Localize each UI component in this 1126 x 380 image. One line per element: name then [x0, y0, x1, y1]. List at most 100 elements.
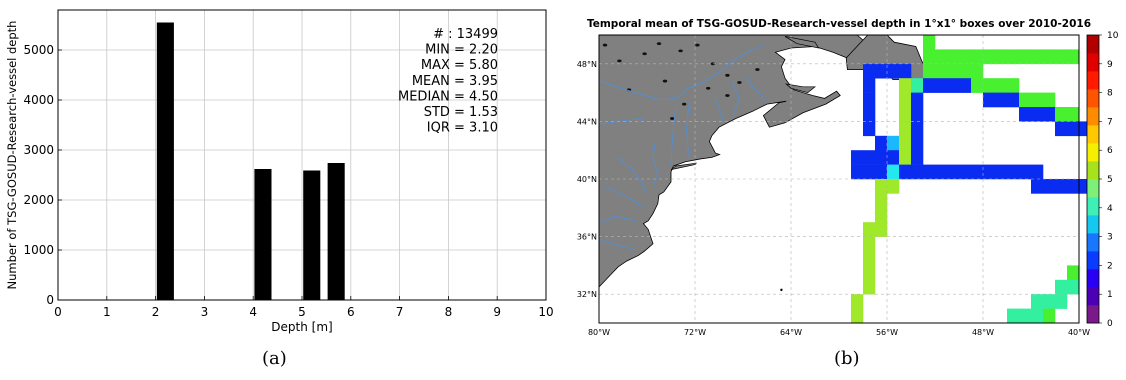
lon-tick-label: 64°W: [780, 328, 802, 337]
lake: [662, 79, 668, 83]
data-cell: [1067, 279, 1080, 295]
data-cell: [875, 193, 888, 209]
data-cell: [1067, 121, 1080, 137]
data-cell: [875, 63, 888, 79]
colorbar-segment: [1087, 161, 1099, 180]
data-cell: [1019, 308, 1032, 324]
data-cell: [1031, 107, 1044, 122]
data-cell: [971, 164, 984, 180]
data-cell: [887, 164, 900, 180]
stats-line: STD = 1.53: [424, 105, 498, 120]
panel-a-label: (a): [262, 348, 287, 369]
data-cell: [1043, 107, 1056, 122]
colorbar-tick-label: 8: [1107, 89, 1113, 99]
panel-b-label: (b): [834, 348, 860, 369]
histogram-bar: [327, 163, 345, 300]
data-cell: [1019, 107, 1032, 122]
data-cell: [1031, 164, 1044, 180]
data-cell: [971, 63, 984, 79]
data-cell: [1019, 49, 1032, 65]
colorbar-tick-label: 10: [1107, 31, 1119, 41]
lon-tick-label: 80°W: [588, 328, 610, 337]
data-cell: [899, 78, 912, 93]
colorbar-segment: [1087, 107, 1099, 126]
data-cell: [947, 164, 960, 180]
data-cell: [1055, 179, 1068, 194]
colorbar-segment: [1087, 197, 1099, 216]
data-cell: [1055, 49, 1068, 65]
x-tick-label: 3: [201, 305, 209, 319]
data-cell: [1007, 308, 1020, 324]
lake: [725, 94, 730, 97]
colorbar-segment: [1087, 71, 1099, 90]
data-cell: [935, 164, 948, 180]
data-cell: [1043, 294, 1056, 309]
data-cell: [1067, 107, 1080, 122]
lat-tick-label: 40°N: [577, 175, 597, 184]
data-cell: [1055, 294, 1068, 309]
lake: [602, 43, 608, 47]
data-cell: [863, 63, 876, 79]
lake: [656, 42, 662, 46]
colorbar-tick-label: 4: [1107, 204, 1113, 214]
lake: [695, 43, 700, 47]
colorbar-segment: [1087, 251, 1099, 270]
data-cell: [875, 164, 888, 180]
lat-tick-label: 32°N: [577, 290, 597, 299]
data-cell: [959, 49, 972, 65]
data-cell: [899, 107, 912, 122]
colorbar-tick-label: 3: [1107, 233, 1113, 243]
data-cell: [863, 107, 876, 122]
data-cell: [959, 78, 972, 93]
data-cell: [959, 164, 972, 180]
y-tick-label: 5000: [23, 43, 54, 57]
data-cell: [863, 92, 876, 108]
histogram-bar: [156, 22, 174, 300]
data-cell: [923, 78, 936, 93]
colorbar-tick-label: 6: [1107, 146, 1113, 156]
river: [598, 215, 636, 223]
data-cell: [1043, 308, 1056, 324]
data-cell: [1031, 179, 1044, 194]
data-cell: [1031, 92, 1044, 108]
data-cell: [947, 78, 960, 93]
data-cell: [851, 150, 864, 165]
data-cell: [911, 92, 924, 108]
data-cell: [899, 63, 912, 79]
y-tick-label: 3000: [23, 143, 54, 157]
colorbar-tick-label: 9: [1107, 60, 1113, 70]
colorbar-segment: [1087, 305, 1099, 324]
data-cell: [1007, 92, 1020, 108]
data-cell: [863, 78, 876, 93]
data-cell: [863, 265, 876, 281]
colorbar-tick-label: 7: [1107, 117, 1113, 127]
data-cell: [983, 164, 996, 180]
data-cell: [995, 164, 1008, 180]
data-cell: [1043, 92, 1056, 108]
land-anticosti: [784, 36, 820, 49]
data-cell: [911, 150, 924, 165]
x-axis-label: Depth [m]: [271, 320, 332, 334]
data-cell: [899, 150, 912, 165]
stats-line: MEDIAN = 4.50: [398, 89, 498, 104]
lat-tick-label: 44°N: [577, 117, 597, 126]
land-pei: [785, 83, 816, 93]
y-tick-label: 4000: [23, 93, 54, 107]
x-tick-label: 1: [103, 305, 111, 319]
x-tick-label: 9: [493, 305, 501, 319]
colorbar-tick-label: 5: [1107, 175, 1113, 185]
data-cell: [971, 78, 984, 93]
data-cell: [1055, 107, 1068, 122]
lake: [670, 117, 675, 120]
colorbar-segment: [1087, 233, 1099, 252]
data-cell: [1031, 308, 1044, 324]
data-cell: [935, 78, 948, 93]
land-bermuda: [780, 288, 783, 292]
lon-tick-label: 40°W: [1068, 328, 1090, 337]
data-cell: [1007, 49, 1020, 65]
lake: [737, 81, 742, 84]
stats-line: IQR = 3.10: [427, 121, 498, 136]
histogram-bar: [303, 170, 321, 300]
colorbar-segment: [1087, 215, 1099, 234]
data-cell: [1007, 78, 1020, 93]
